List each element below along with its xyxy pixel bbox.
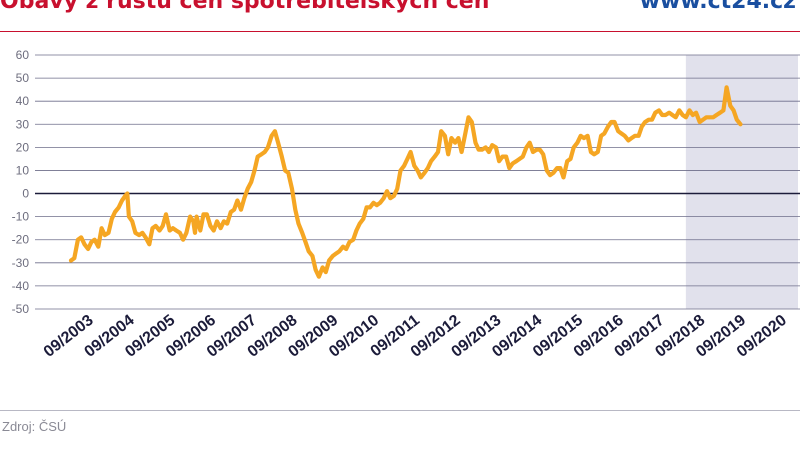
y-tick-label: 20 <box>16 140 30 154</box>
forecast-shaded-region <box>685 55 798 309</box>
brand-link[interactable]: www.ct24.cz <box>639 0 796 14</box>
series-line-0 <box>68 85 743 279</box>
y-tick-label: 60 <box>16 48 30 62</box>
y-tick-label: 30 <box>16 117 30 131</box>
y-tick-label: -50 <box>12 302 30 316</box>
y-tick-label: 40 <box>16 94 30 108</box>
footer-divider <box>0 410 800 411</box>
y-tick-label: 50 <box>16 71 30 85</box>
y-tick-label: 10 <box>16 163 30 177</box>
y-tick-label: -30 <box>12 256 30 270</box>
y-tick-label: -10 <box>12 210 30 224</box>
y-tick-label: 0 <box>22 187 29 201</box>
y-tick-label: -20 <box>12 233 30 247</box>
title-divider <box>0 31 800 32</box>
source-note: Zdroj: ČSÚ <box>2 419 67 434</box>
chart-title: Obavy z růstu cen spotřebitelských cen <box>0 0 490 14</box>
y-tick-label: -40 <box>12 279 30 293</box>
